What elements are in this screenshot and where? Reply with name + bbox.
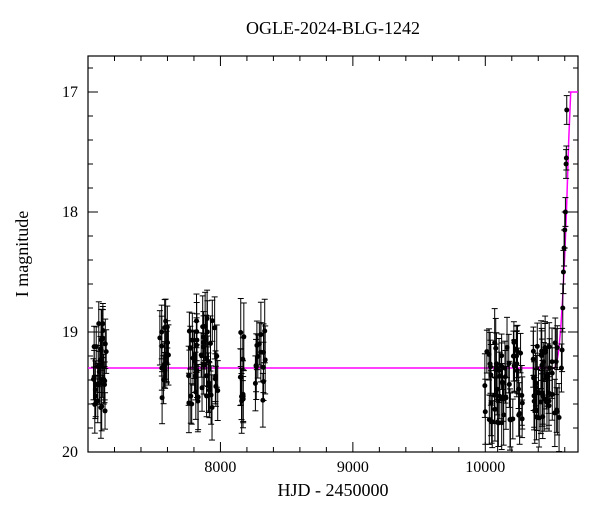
x-tick-label: 9000 bbox=[337, 459, 369, 476]
y-tick-label: 19 bbox=[62, 324, 78, 341]
y-axis-label: I magnitude bbox=[12, 211, 32, 297]
x-tick-label: 8000 bbox=[204, 459, 236, 476]
lightcurve-chart: OGLE-2024-BLG-1242 HJD - 2450000 I magnitu… bbox=[0, 0, 600, 512]
y-tick-label: 18 bbox=[62, 204, 78, 221]
chart-container: OGLE-2024-BLG-1242 HJD - 2450000 I magnitu… bbox=[0, 0, 600, 512]
chart-title: OGLE-2024-BLG-1242 bbox=[246, 18, 420, 38]
y-tick-label: 17 bbox=[62, 84, 78, 101]
y-tick-label: 20 bbox=[62, 444, 78, 461]
x-axis-label: HJD - 2450000 bbox=[278, 480, 389, 500]
x-tick-label: 10000 bbox=[465, 459, 505, 476]
